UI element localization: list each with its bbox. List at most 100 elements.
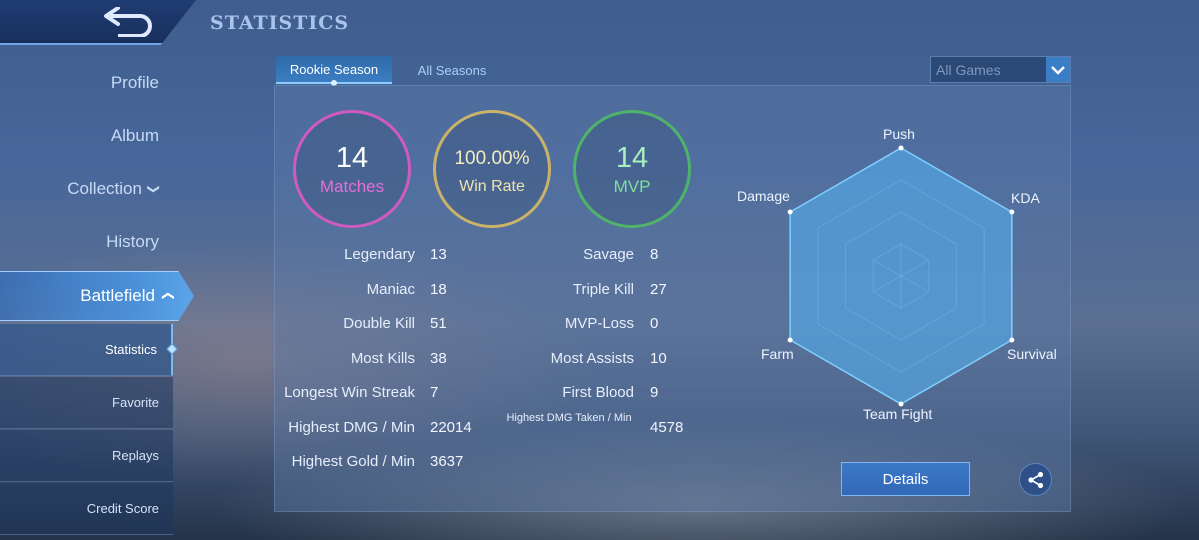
stat-value: 3637 (430, 453, 464, 470)
stat-value: 27 (650, 281, 667, 298)
stat-longest-win-streak: Longest Win Streak 7 (275, 384, 438, 404)
statistics-panel: 14 Matches 100.00% Win Rate 14 MVP Legen… (274, 85, 1071, 512)
sidebar-item-profile[interactable]: Profile (0, 63, 175, 103)
stat-label: Legendary (344, 246, 415, 263)
sidebar-item-collection[interactable]: Collection ❯ (0, 169, 175, 209)
stat-value: 22014 (430, 419, 472, 436)
stat-value: 8 (650, 246, 659, 263)
sidebar-subitem-label: Statistics (104, 342, 157, 357)
sidebar-subitem-label: Replays (112, 448, 159, 463)
stat-highest-dmg-min: Highest DMG / Min 22014 (275, 419, 471, 439)
page-title: STATISTICS (210, 12, 350, 34)
chevron-down-icon: ❯ (146, 183, 161, 195)
tab-label: Rookie Season (289, 61, 379, 77)
sidebar-subitem-replays[interactable]: Replays (0, 430, 173, 482)
stat-value: 38 (430, 350, 447, 367)
stat-triple-kill: Triple Kill 27 (475, 281, 667, 301)
sidebar-item-label: Album (110, 126, 159, 145)
radar-label-push: Push (883, 126, 915, 142)
stat-first-blood: First Blood 9 (475, 384, 658, 404)
sidebar-item-album[interactable]: Album (0, 116, 175, 156)
mvp-value: 14 (615, 142, 649, 174)
win-rate-label: Win Rate (459, 178, 525, 195)
radar-svg (787, 145, 1015, 407)
sidebar-item-label: Collection (67, 179, 142, 198)
tab-label: All Seasons (417, 62, 487, 78)
stat-savage: Savage 8 (475, 246, 658, 266)
radar-point-team-fight (898, 401, 904, 407)
mvp-label: MVP (613, 177, 651, 196)
stat-label: Triple Kill (572, 281, 634, 298)
stat-mvp-loss: MVP-Loss 0 (475, 315, 659, 335)
radar-point-survival (1009, 337, 1015, 343)
stat-value: 4578 (650, 419, 684, 436)
win-rate-value: 100.00% (454, 148, 530, 169)
stat-legendary: Legendary 13 (275, 246, 447, 266)
tab-rookie-season[interactable]: Rookie Season (276, 56, 392, 86)
stat-value: 0 (650, 315, 659, 332)
stat-value: 51 (430, 315, 447, 332)
radar-label-survival: Survival (1007, 346, 1057, 362)
stat-label: Most Kills (350, 350, 415, 367)
sidebar-subitem-label: Favorite (112, 395, 159, 410)
radar-label-damage: Damage (737, 188, 790, 204)
radar-point-push (898, 145, 904, 151)
matches-label: Matches (319, 177, 385, 196)
stat-label: Most Assists (550, 350, 634, 367)
share-icon (1027, 471, 1043, 488)
stat-label: Highest Gold / Min (291, 453, 415, 470)
stat-label: Highest DMG / Min (288, 419, 415, 436)
stat-value: 7 (430, 384, 439, 401)
stat-most-kills: Most Kills 38 (275, 350, 447, 370)
top-bar: STATISTICS (0, 0, 1199, 46)
sidebar-subitem-favorite[interactable]: Favorite (0, 377, 173, 429)
sidebar-subitem-credit-score[interactable]: Credit Score (0, 483, 173, 535)
matches-value: 14 (335, 142, 369, 174)
radar-label-farm: Farm (761, 346, 794, 362)
stat-label: Longest Win Streak (284, 384, 415, 401)
radar-point-farm (787, 337, 793, 343)
sidebar-item-label: Profile (110, 73, 159, 92)
back-arrow-icon (104, 6, 152, 37)
stat-most-assists: Most Assists 10 (475, 350, 667, 370)
details-button[interactable]: Details (841, 462, 970, 496)
stat-label: Savage (583, 246, 634, 263)
sidebar-item-battlefield[interactable]: Battlefield ❯ (0, 271, 194, 321)
sidebar-subitem-statistics[interactable]: Statistics (0, 324, 178, 376)
active-indicator-icon (166, 343, 178, 355)
sidebar-item-label: History (106, 232, 159, 251)
sidebar-subitem-label: Credit Score (86, 501, 159, 516)
stat-label: Maniac (366, 281, 415, 298)
matches-circle: 14 Matches (293, 110, 411, 228)
stat-label: First Blood (562, 384, 634, 401)
radar-label-team-fight: Team Fight (863, 406, 933, 422)
performance-radar: Push KDA Survival Team Fight Farm Damage (715, 116, 1065, 436)
stat-value: 18 (430, 281, 447, 298)
tab-active-indicator (331, 80, 337, 86)
stat-value: 13 (430, 246, 447, 263)
chevron-up-icon: ❯ (159, 290, 174, 302)
radar-label-kda: KDA (1011, 190, 1040, 206)
stat-value: 10 (650, 350, 667, 367)
sidebar-item-label: Battlefield (80, 286, 155, 305)
stat-label: Double Kill (343, 315, 415, 332)
stat-label: MVP-Loss (564, 315, 634, 332)
sidebar: Profile Album Collection ❯ History Battl… (0, 46, 200, 540)
win-rate-circle: 100.00% Win Rate (433, 110, 551, 228)
sidebar-item-history[interactable]: History (0, 222, 175, 262)
chevron-down-icon[interactable] (1046, 57, 1070, 82)
share-button[interactable] (1019, 463, 1052, 496)
game-filter-dropdown[interactable]: All Games (930, 56, 1071, 83)
radar-data-area (789, 147, 1013, 405)
radar-point-damage (787, 209, 793, 215)
stat-highest-gold-min: Highest Gold / Min 3637 (275, 453, 464, 473)
stat-value: 9 (650, 384, 659, 401)
stat-maniac: Maniac 18 (275, 281, 447, 301)
back-button[interactable] (0, 0, 196, 45)
radar-point-kda (1009, 209, 1015, 215)
tab-all-seasons[interactable]: All Seasons (398, 56, 506, 84)
mvp-circle: 14 MVP (573, 110, 691, 228)
dropdown-value: All Games (936, 61, 1001, 78)
stat-double-kill: Double Kill 51 (275, 315, 446, 335)
stat-highest-dmg-taken-min: Highest DMG Taken / Min 4578 (475, 412, 683, 439)
